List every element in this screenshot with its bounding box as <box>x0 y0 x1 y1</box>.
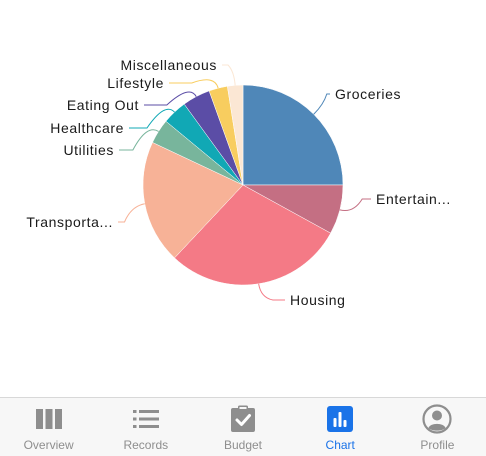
leader-line-transporta <box>118 203 145 223</box>
leader-line-miscellaneous <box>222 64 236 86</box>
leader-line-entertain <box>339 198 371 211</box>
leader-line-eating-out <box>144 91 197 106</box>
tab-chart[interactable]: Chart <box>292 398 389 456</box>
pie-label-utilities: Utilities <box>63 142 114 158</box>
pie-label-healthcare: Healthcare <box>50 120 124 136</box>
list-icon <box>131 404 161 434</box>
pie-label-groceries: Groceries <box>335 86 401 102</box>
pie-label-housing: Housing <box>290 292 346 308</box>
leader-line-utilities <box>119 129 159 151</box>
tab-budget-label: Budget <box>223 438 263 452</box>
leader-line-groceries <box>313 93 330 115</box>
pie-label-lifestyle: Lifestyle <box>107 75 164 91</box>
tab-overview-label: Overview <box>23 438 74 452</box>
pie-slice-groceries[interactable] <box>242 84 344 186</box>
leader-line-lifestyle <box>169 79 219 89</box>
tab-chart-label: Chart <box>325 438 355 452</box>
pie-slice-miscellaneous[interactable] <box>227 84 244 186</box>
tab-budget[interactable]: Budget <box>194 398 291 456</box>
tab-profile-label: Profile <box>420 438 455 452</box>
pie-chart: Groceries Entertain... Housing Transporta..… <box>26 57 451 308</box>
pie-label-entertain: Entertain... <box>376 191 451 207</box>
pie-chart-area: Groceries Entertain... Housing Transporta..… <box>26 57 451 308</box>
pie-label-eating-out: Eating Out <box>67 97 139 113</box>
pie-label-miscellaneous: Miscellaneous <box>120 57 217 73</box>
pie-label-transporta: Transporta... <box>26 214 113 230</box>
tab-overview[interactable]: Overview <box>0 398 97 456</box>
leader-line-housing <box>258 283 285 301</box>
tab-profile[interactable]: Profile <box>389 398 486 456</box>
tab-records[interactable]: Records <box>97 398 194 456</box>
user-circle-icon <box>422 404 453 434</box>
clipboard-check-icon <box>228 404 258 434</box>
leader-line-healthcare <box>129 108 175 129</box>
columns-icon <box>34 404 64 434</box>
bar-chart-icon <box>325 404 355 434</box>
tab-bar: Overview Records <box>0 397 486 456</box>
tab-records-label: Records <box>123 438 169 452</box>
